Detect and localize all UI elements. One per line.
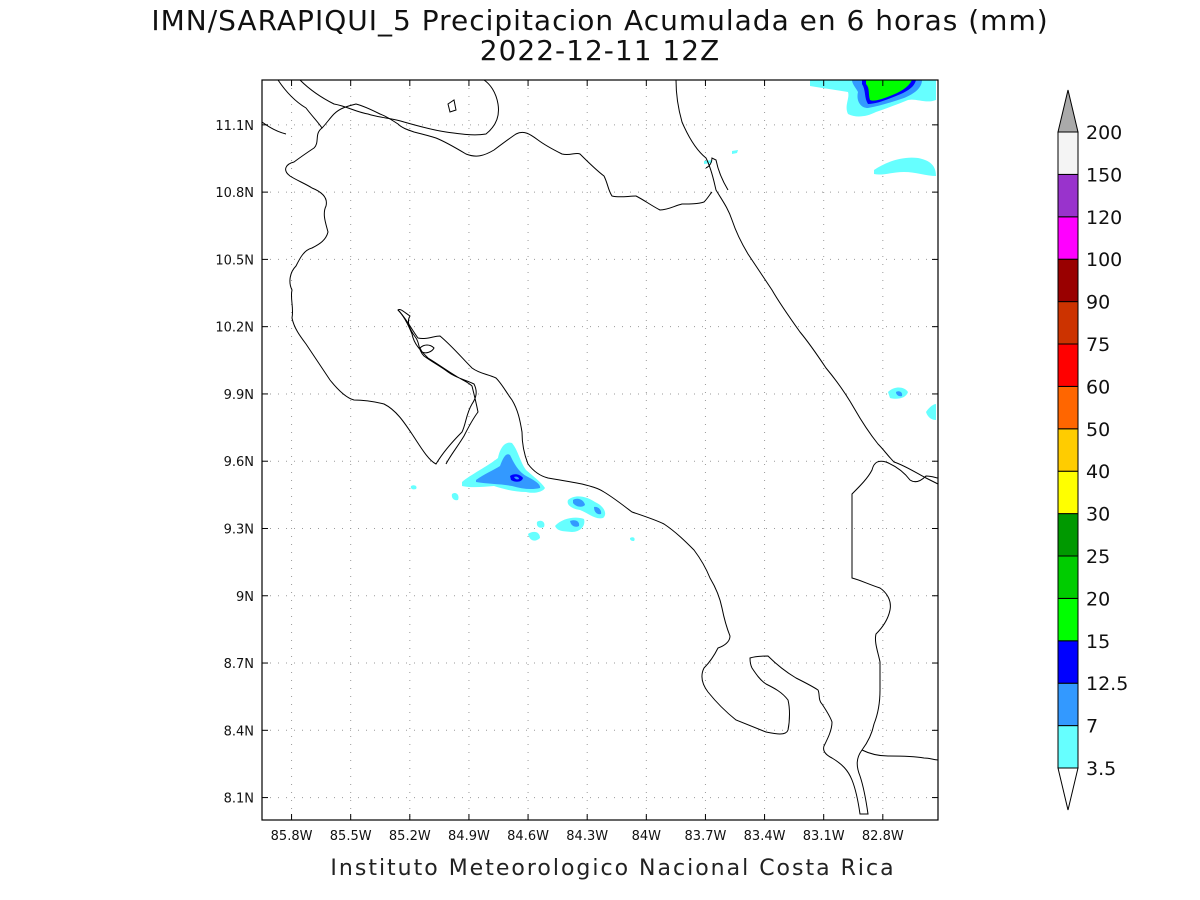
- pacific-coastline-nicoya-inner: [397, 309, 939, 815]
- colorbar-swatch: [1057, 597, 1079, 642]
- precip-area-core: [514, 476, 519, 480]
- x-tick-label: 84.9W: [448, 829, 490, 844]
- y-tick-label: 10.5N: [215, 253, 254, 268]
- x-tick-label: 84.6W: [507, 829, 549, 844]
- colorbar-swatch: [1057, 640, 1079, 684]
- precip-area-green: [866, 80, 912, 101]
- lake-nicaragua-shore: [299, 79, 499, 136]
- colorbar-label: 15: [1086, 631, 1110, 653]
- footer-credit: Instituto Meteorologico Nacional Costa R…: [330, 856, 896, 881]
- precip-area-cyan: [567, 496, 606, 519]
- precip-area-cyan: [536, 520, 545, 528]
- y-tick-label: 9.3N: [224, 522, 254, 537]
- colorbar-swatch: [1057, 301, 1079, 345]
- colorbar-label: 12.5: [1086, 673, 1128, 695]
- y-tick-label: 10.8N: [215, 186, 254, 201]
- precip-area-cyan: [555, 517, 585, 532]
- precip-area-cyan: [528, 531, 540, 541]
- plot-frame: [261, 79, 939, 821]
- map-title: IMN/SARAPIQUI_5 Precipitacion Acumulada …: [151, 4, 1049, 37]
- nicaragua-border: [261, 103, 713, 211]
- precip-area-cyan: [451, 492, 459, 501]
- y-tick-label: 9N: [236, 590, 254, 605]
- caribbean-coastline-nicaragua: [705, 157, 729, 191]
- precipitation-contours: [410, 80, 936, 541]
- colorbar-swatch: [1057, 513, 1079, 557]
- x-tick-label: 84.3W: [566, 829, 608, 844]
- x-tick-label: 83.1W: [803, 829, 845, 844]
- colorbar-swatch: [1057, 258, 1079, 303]
- colorbar-arrow-bottom: [1057, 767, 1079, 811]
- x-tick-label: 85.8W: [271, 829, 313, 844]
- colorbar-label: 25: [1086, 546, 1110, 568]
- colorbar-label: 50: [1086, 419, 1110, 441]
- precip-area-blue: [476, 454, 541, 490]
- island: [419, 344, 435, 354]
- map-subtitle: 2022-12-11 12Z: [479, 34, 721, 67]
- colorbar-label: 40: [1086, 461, 1110, 483]
- colorbar-swatch: [1057, 428, 1079, 472]
- caribbean-coastline: [675, 79, 939, 485]
- colorbar-label: 90: [1086, 292, 1110, 314]
- colorbar-label: 200: [1086, 122, 1122, 144]
- precip-area-blue: [896, 391, 903, 397]
- x-tick-label: 83.7W: [685, 829, 727, 844]
- colorbar-label: 3.5: [1086, 758, 1116, 780]
- x-tick-label: 85.2W: [389, 829, 431, 844]
- precip-area-blue: [570, 520, 580, 527]
- precip-area-blue: [594, 506, 602, 515]
- precip-area-cyan: [732, 150, 738, 154]
- y-tick-label: 8.1N: [224, 792, 254, 807]
- colorbar-label: 75: [1086, 334, 1110, 356]
- precip-area-cyan: [410, 485, 417, 490]
- coastlines: [261, 79, 939, 815]
- colorbar-label: 20: [1086, 588, 1110, 610]
- precip-area-cyan: [630, 537, 635, 541]
- colorbar-label: 150: [1086, 164, 1122, 186]
- y-tick-label: 8.4N: [224, 724, 254, 739]
- precip-area-cyan: [813, 80, 824, 86]
- y-tick-label: 8.7N: [224, 657, 254, 672]
- colorbar-swatch: [1057, 470, 1079, 515]
- colorbar-legend: 3.5 7 12.5 15 20 25 30 40 50 60 75 90 100 120 150 200: [1057, 89, 1128, 811]
- colorbar-swatch: [1057, 725, 1079, 769]
- precip-area-cyan: [926, 404, 936, 420]
- colorbar-swatch: [1057, 682, 1079, 727]
- colorbar-swatch: [1057, 131, 1079, 175]
- grid-lines: [262, 80, 938, 820]
- pacific-coastline: [277, 79, 479, 465]
- island: [447, 99, 457, 113]
- precip-area-cyan: [874, 157, 936, 176]
- panama-border: [861, 749, 939, 761]
- colorbar-swatch: [1057, 385, 1079, 430]
- colorbar-label: 60: [1086, 376, 1110, 398]
- colorbar-swatch: [1057, 343, 1079, 387]
- precip-area-blue: [573, 498, 585, 507]
- colorbar-label: 120: [1086, 207, 1122, 229]
- colorbar-label: 100: [1086, 249, 1122, 271]
- colorbar-swatch: [1057, 173, 1079, 218]
- colorbar-label: 7: [1086, 716, 1098, 738]
- x-tick-label: 82.8W: [862, 829, 904, 844]
- y-tick-label: 9.6N: [224, 455, 254, 470]
- colorbar-swatch: [1057, 555, 1079, 599]
- x-tick-label: 85.5W: [330, 829, 372, 844]
- y-axis-ticks: 8.1N 8.4N 8.7N 9N 9.3N 9.6N 9.9N 10.2N 10.5N 10.8…: [215, 119, 938, 807]
- colorbar-swatch: [1057, 216, 1079, 260]
- x-tick-label: 84W: [632, 829, 662, 844]
- y-tick-label: 11.1N: [215, 119, 254, 134]
- y-tick-label: 9.9N: [224, 388, 254, 403]
- colorbar-label: 30: [1086, 504, 1110, 526]
- x-tick-label: 83.4W: [744, 829, 786, 844]
- y-tick-label: 10.2N: [215, 321, 254, 336]
- x-axis-ticks: 85.8W 85.5W 85.2W 84.9W 84.6W 84.3W 84W 83.7W 83…: [271, 80, 904, 844]
- colorbar-arrow-top: [1057, 89, 1079, 133]
